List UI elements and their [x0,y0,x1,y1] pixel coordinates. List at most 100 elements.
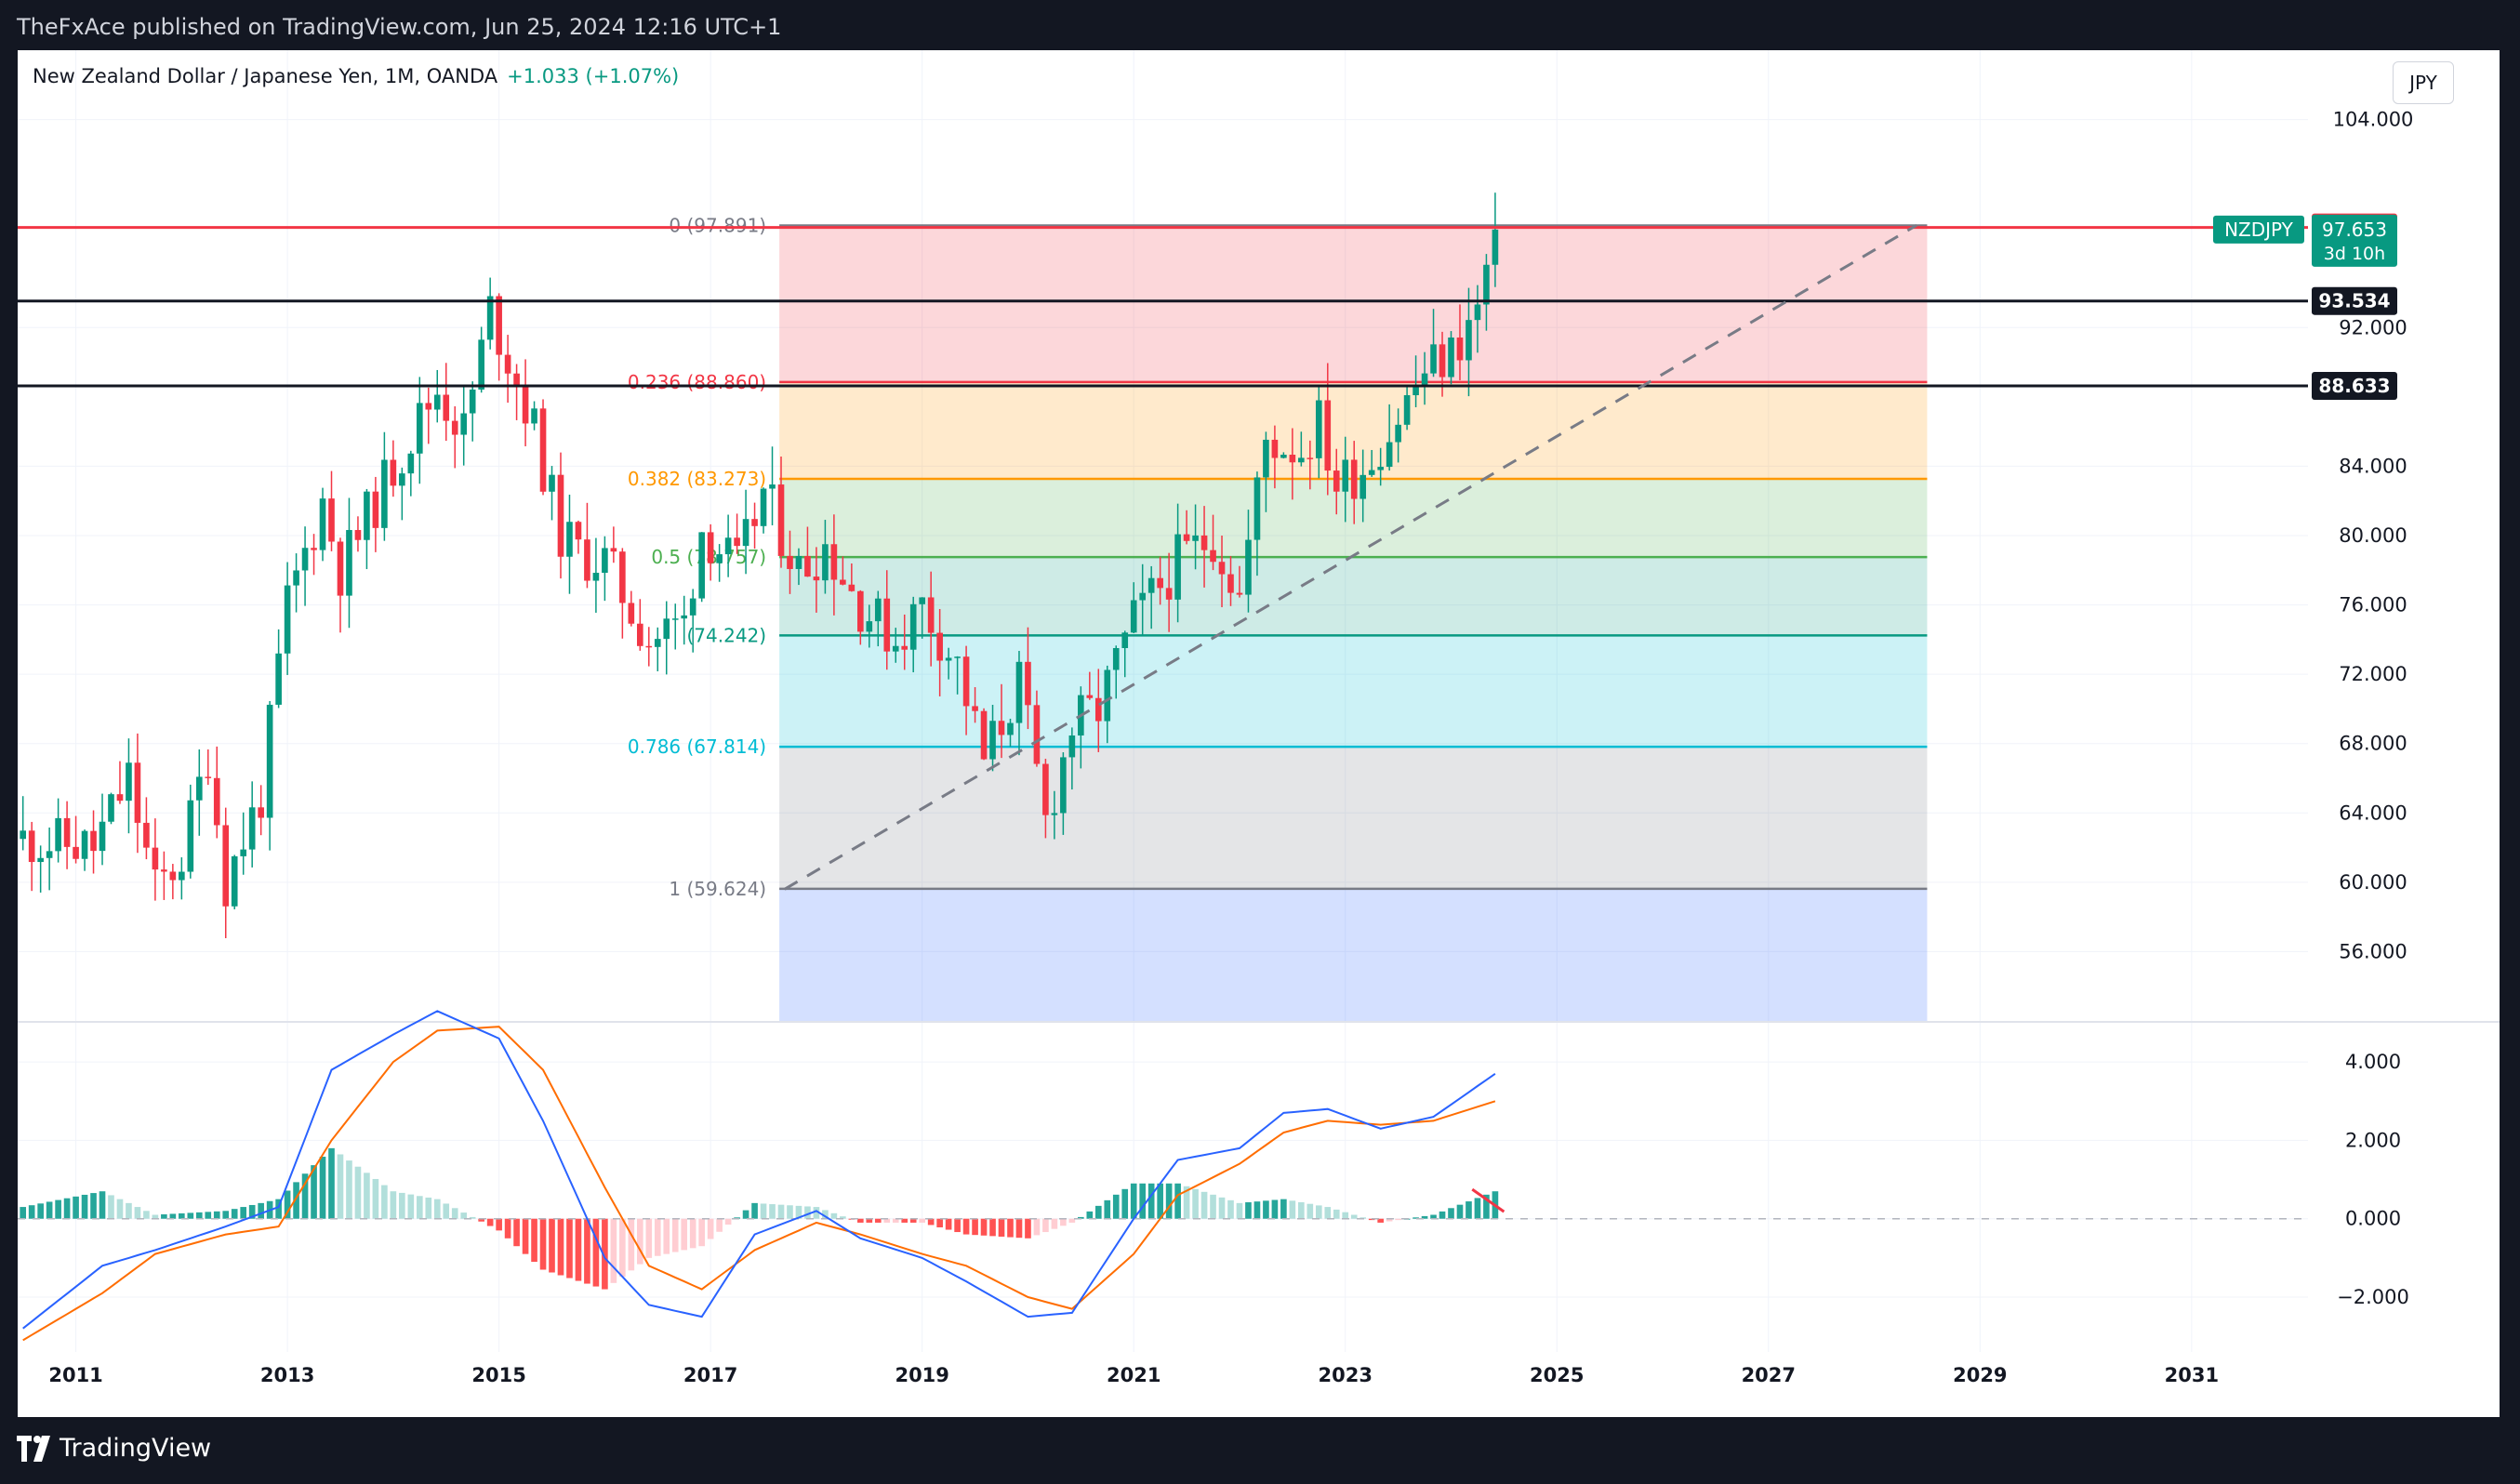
candle-body[interactable] [751,519,758,526]
candle-body[interactable] [760,488,767,526]
candle-body[interactable] [372,491,379,528]
candle-body[interactable] [848,584,855,591]
candle-body[interactable] [1306,457,1314,459]
candle-body[interactable] [284,585,291,654]
candle-body[interactable] [954,656,961,658]
candle-body[interactable] [1227,574,1234,593]
candle-body[interactable] [1112,648,1120,670]
candle-body[interactable] [734,537,740,547]
candle-body[interactable] [1466,320,1472,361]
candle-body[interactable] [549,474,555,492]
candle-body[interactable] [1324,400,1332,471]
candle-body[interactable] [169,871,177,881]
candle-body[interactable] [575,522,582,540]
candle-body[interactable] [936,632,943,661]
candle-body[interactable] [1350,459,1358,499]
candle-body[interactable] [716,554,723,563]
candle-body[interactable] [1333,470,1340,492]
candle-body[interactable] [1315,400,1322,458]
candle-body[interactable] [1430,344,1437,374]
candle-body[interactable] [222,825,230,907]
candle-body[interactable] [108,794,114,822]
candle-body[interactable] [248,807,256,850]
candle-body[interactable] [592,573,600,581]
candle-body[interactable] [328,498,335,542]
candle-body[interactable] [822,544,829,581]
candle-body[interactable] [619,551,626,603]
candle-body[interactable] [20,830,27,840]
candle-body[interactable] [266,704,273,818]
candle-body[interactable] [73,846,79,859]
macd-signal-line[interactable] [22,1026,1496,1342]
candle-body[interactable] [55,817,61,852]
candle-body[interactable] [698,532,705,599]
candle-body[interactable] [1007,722,1014,735]
candle-body[interactable] [1104,669,1111,722]
candle-body[interactable] [161,869,167,872]
candle-body[interactable] [1174,534,1181,600]
candle-body[interactable] [1492,229,1499,265]
candle-body[interactable] [1200,535,1208,550]
candle-body[interactable] [63,817,71,847]
candle-body[interactable] [37,857,44,863]
candle-body[interactable] [1403,395,1411,425]
candle-body[interactable] [1456,337,1464,361]
nzdjpy-chart[interactable]: 0 (97.891) 0.236 (88.860) 0.382 (83.273) 0.… [18,50,2500,1417]
candle-body[interactable] [258,807,264,818]
candle-body[interactable] [654,639,661,647]
candle-body[interactable] [645,645,653,648]
candle-body[interactable] [443,394,450,421]
candle-body[interactable] [504,354,511,374]
chart-area[interactable]: 0 (97.891) 0.236 (88.860) 0.382 (83.273) 0.… [18,50,2500,1417]
candle-body[interactable] [399,473,405,486]
candle-body[interactable] [557,474,564,557]
candle-body[interactable] [689,598,696,616]
candle-body[interactable] [116,794,124,802]
candle-body[interactable] [795,555,802,569]
candle-body[interactable] [1157,577,1163,589]
candle-body[interactable] [1139,592,1147,601]
candle-body[interactable] [1253,477,1261,540]
candle-body[interactable] [346,530,352,596]
candle-body[interactable] [451,420,458,435]
macd-line[interactable] [22,1010,1496,1330]
candle-body[interactable] [1448,337,1454,378]
candle-body[interactable] [1121,632,1129,649]
candle-body[interactable] [425,403,432,410]
candle-body[interactable] [1289,455,1296,463]
candle-body[interactable] [1051,813,1058,815]
candle-body[interactable] [962,656,970,707]
candle-body[interactable] [319,498,326,550]
candle-body[interactable] [1280,455,1287,458]
candle-body[interactable] [205,776,212,778]
candle-body[interactable] [1263,439,1269,478]
trendline[interactable] [784,223,1917,891]
candle-body[interactable] [1060,757,1067,814]
candle-body[interactable] [187,800,194,872]
candle-body[interactable] [1421,373,1428,386]
candle-body[interactable] [857,590,864,632]
candle-body[interactable] [478,339,484,390]
candle-body[interactable] [240,849,247,856]
candle-body[interactable] [663,618,670,640]
candle-body[interactable] [584,539,590,581]
candle-body[interactable] [883,598,891,652]
candle-body[interactable] [469,389,476,414]
candle-body[interactable] [1377,467,1384,470]
candle-body[interactable] [90,830,97,852]
candle-body[interactable] [337,541,344,596]
candle-body[interactable] [919,597,926,604]
candle-body[interactable] [275,653,282,705]
candle-body[interactable] [681,615,688,619]
candle-body[interactable] [179,871,185,881]
candle-body[interactable] [231,855,238,907]
candle-body[interactable] [486,296,494,340]
candle-body[interactable] [1342,459,1349,492]
candle-body[interactable] [610,548,617,552]
candle-body[interactable] [1147,577,1155,593]
candle-body[interactable] [390,459,397,486]
candle-body[interactable] [1094,697,1102,722]
candle-body[interactable] [1395,424,1401,443]
candle-body[interactable] [724,537,732,555]
candle-body[interactable] [134,762,141,823]
